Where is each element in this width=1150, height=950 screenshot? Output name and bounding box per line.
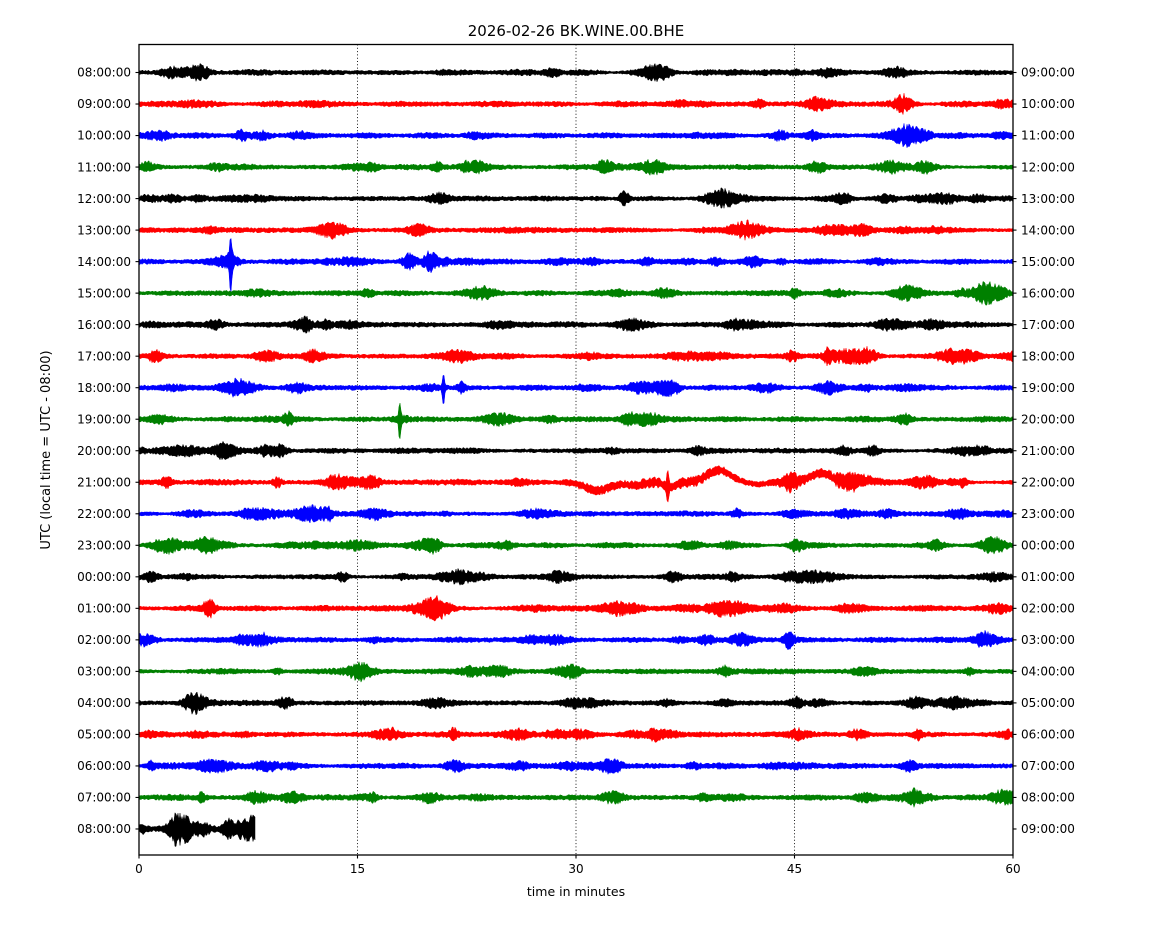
xtick-label-60: 60 (1005, 862, 1020, 876)
ytick-label-right-24: 09:00:00 (1021, 822, 1075, 836)
ytick-label-right-7: 16:00:00 (1021, 286, 1075, 300)
trace-row-15-23:00:00 (138, 535, 1014, 556)
ytick-label-left-18: 02:00:00 (77, 633, 131, 647)
trace-row-4-12:00:00 (138, 187, 1014, 209)
ytick-label-left-20: 04:00:00 (77, 696, 131, 710)
ytick-label-left-2: 10:00:00 (77, 129, 131, 143)
tick-labels-layer: 08:00:00 09:00:00 09:00:00 10:00:00 10:00:00… (77, 66, 1075, 876)
ytick-label-right-15: 00:00:00 (1021, 539, 1075, 553)
ytick-label-left-5: 13:00:00 (77, 223, 131, 237)
xtick-label-15: 15 (350, 862, 365, 876)
ytick-label-right-3: 12:00:00 (1021, 160, 1075, 174)
ytick-label-left-12: 20:00:00 (77, 444, 131, 458)
trace-row-10-18:00:00 (138, 375, 1014, 404)
chart-title: 2026-02-26 BK.WINE.00.BHE (468, 22, 684, 40)
xtick-label-0: 0 (135, 862, 143, 876)
ytick-label-right-5: 14:00:00 (1021, 223, 1075, 237)
ytick-label-right-10: 19:00:00 (1021, 381, 1075, 395)
ytick-label-left-21: 05:00:00 (77, 728, 131, 742)
ytick-label-left-24: 08:00:00 (77, 822, 131, 836)
xtick-label-30: 30 (568, 862, 583, 876)
ytick-label-left-10: 18:00:00 (77, 381, 131, 395)
ytick-label-left-6: 14:00:00 (77, 255, 131, 269)
ytick-label-left-16: 00:00:00 (77, 570, 131, 584)
ytick-label-right-22: 07:00:00 (1021, 759, 1075, 773)
traces-layer (138, 62, 1014, 847)
trace-row-8-16:00:00 (138, 315, 1014, 334)
trace-row-21-05:00:00 (138, 726, 1014, 743)
trace-row-3-11:00:00 (138, 158, 1014, 176)
ytick-label-right-2: 11:00:00 (1021, 129, 1075, 143)
ytick-label-left-22: 06:00:00 (77, 759, 131, 773)
axes-layer (135, 43, 1017, 859)
trace-row-24-08:00:00 (138, 812, 256, 847)
trace-row-9-17:00:00 (138, 345, 1014, 367)
ytick-label-right-17: 02:00:00 (1021, 602, 1075, 616)
ytick-label-left-19: 03:00:00 (77, 665, 131, 679)
ytick-label-left-15: 23:00:00 (77, 539, 131, 553)
ytick-label-right-8: 17:00:00 (1021, 318, 1075, 332)
ytick-label-right-23: 08:00:00 (1021, 791, 1075, 805)
ytick-label-right-16: 01:00:00 (1021, 570, 1075, 584)
ytick-label-right-11: 20:00:00 (1021, 412, 1075, 426)
ytick-label-right-6: 15:00:00 (1021, 255, 1075, 269)
ytick-label-left-1: 09:00:00 (77, 97, 131, 111)
ytick-label-left-7: 15:00:00 (77, 286, 131, 300)
trace-row-19-03:00:00 (138, 660, 1014, 683)
ytick-label-left-17: 01:00:00 (77, 602, 131, 616)
ytick-label-left-14: 22:00:00 (77, 507, 131, 521)
y-axis-label: UTC (local time = UTC - 08:00) (39, 350, 54, 549)
ytick-label-left-9: 17:00:00 (77, 349, 131, 363)
ytick-label-right-19: 04:00:00 (1021, 665, 1075, 679)
ytick-label-right-21: 06:00:00 (1021, 728, 1075, 742)
xtick-label-45: 45 (787, 862, 802, 876)
ytick-label-left-0: 08:00:00 (77, 66, 131, 80)
trace-row-18-02:00:00 (138, 629, 1014, 651)
trace-row-0-08:00:00 (138, 62, 1014, 83)
ytick-label-right-18: 03:00:00 (1021, 633, 1075, 647)
ytick-label-right-12: 21:00:00 (1021, 444, 1075, 458)
ytick-label-left-4: 12:00:00 (77, 192, 131, 206)
x-axis-label: time in minutes (527, 884, 625, 899)
ytick-label-right-20: 05:00:00 (1021, 696, 1075, 710)
ytick-label-left-8: 16:00:00 (77, 318, 131, 332)
ytick-label-left-23: 07:00:00 (77, 791, 131, 805)
ytick-label-right-9: 18:00:00 (1021, 349, 1075, 363)
ytick-label-left-3: 11:00:00 (77, 160, 131, 174)
ytick-label-right-0: 09:00:00 (1021, 66, 1075, 80)
trace-row-7-15:00:00 (138, 280, 1014, 306)
ytick-label-right-14: 23:00:00 (1021, 507, 1075, 521)
ytick-label-right-4: 13:00:00 (1021, 192, 1075, 206)
ytick-label-left-13: 21:00:00 (77, 475, 131, 489)
ytick-label-left-11: 19:00:00 (77, 412, 131, 426)
ytick-label-right-1: 10:00:00 (1021, 97, 1075, 111)
ytick-label-right-13: 22:00:00 (1021, 475, 1075, 489)
